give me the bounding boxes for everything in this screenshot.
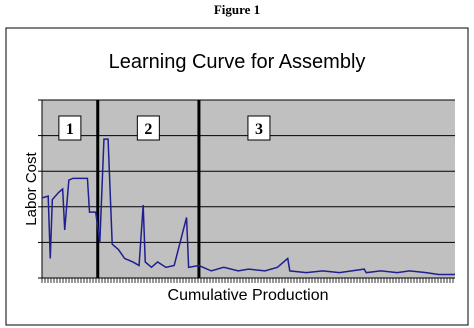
y-axis-label: Labor Cost	[23, 151, 40, 225]
phase-label: 3	[255, 121, 263, 138]
chart-title: Learning Curve for Assembly	[109, 51, 366, 73]
phase-box	[136, 115, 160, 141]
phase-box	[58, 115, 82, 141]
phase-box	[247, 115, 271, 141]
x-minor-ticks	[41, 278, 454, 283]
phase-label: 1	[66, 121, 74, 138]
x-axis-label: Cumulative Production	[168, 287, 329, 304]
figure-label: Figure 1	[214, 2, 260, 17]
data-line	[41, 138, 455, 276]
phase-label: 2	[144, 121, 152, 138]
